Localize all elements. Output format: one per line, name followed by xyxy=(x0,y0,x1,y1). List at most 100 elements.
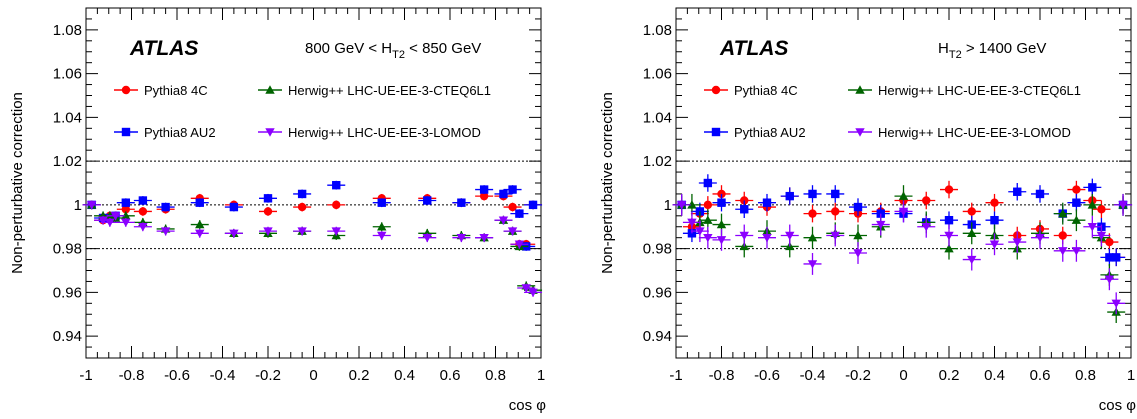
right-series-3-point xyxy=(898,207,909,217)
right-series-2-point xyxy=(967,228,977,238)
left-y-tick-label: 1.02 xyxy=(53,153,82,170)
right-x-tick-label: -0.4 xyxy=(800,367,826,384)
left-series-3-point xyxy=(160,227,171,236)
right-series-3-point xyxy=(1118,201,1128,210)
left-series-3-point xyxy=(98,216,108,225)
right-series-1-point xyxy=(1013,187,1022,196)
right-chart-panel: Non-perturbative correction cos φ ATLAS … xyxy=(599,7,1137,414)
left-legend: Pythia8 4C Pythia8 AU2 Herwig++ LHC-UE-EE-… xyxy=(114,83,491,140)
left-legend-marker-1 xyxy=(121,127,131,137)
left-chart-panel: Non-perturbative correction cos φ ATLAS … xyxy=(9,7,546,414)
right-series-3-point xyxy=(967,255,977,265)
right-legend-marker-3 xyxy=(855,128,865,137)
right-series-3-point xyxy=(1111,299,1121,309)
left-series-1-point xyxy=(121,198,131,207)
right-y-tick-label: 1.08 xyxy=(643,22,672,39)
left-atlas-label: ATLAS xyxy=(129,37,198,60)
left-series-0-point xyxy=(508,202,517,212)
right-x-tick-label: 0.8 xyxy=(1075,367,1096,384)
left-legend-marker-3 xyxy=(265,128,275,137)
left-series-1-point xyxy=(195,198,204,207)
right-y-ticks: 0.94 0.96 0.98 1 1.02 1.04 1.06 1.08 xyxy=(643,7,1131,359)
left-legend-marker-0 xyxy=(121,85,131,95)
left-series-3-point xyxy=(514,240,525,249)
right-series-3-point xyxy=(1071,247,1082,256)
left-x-tick-label: -0.2 xyxy=(255,367,281,384)
left-series-2-point xyxy=(377,222,387,231)
left-legend-label-2: Herwig++ LHC-UE-EE-3-CTEQ6L1 xyxy=(288,83,491,98)
right-plot-frame xyxy=(675,7,1132,359)
right-x-ticks: -1 -0.8 -0.6 -0.4 -0.2 0 0.2 0.4 0.6 0.8 1 xyxy=(669,8,1135,384)
right-series-3-point xyxy=(853,249,863,258)
left-y-tick-label: 1 xyxy=(74,197,82,214)
left-series-0-point xyxy=(479,191,489,201)
left-y-tick-label: 1.04 xyxy=(53,109,82,126)
left-series-0-point xyxy=(138,207,148,216)
right-y-axis-label: Non-perturbative correction xyxy=(599,92,616,274)
left-y-ticks: 0.94 0.96 0.98 1 1.02 1.04 1.06 1.08 xyxy=(53,7,541,359)
right-legend-marker-1 xyxy=(711,127,721,137)
left-x-ticks: -1 -0.8 -0.6 -0.4 -0.2 0 0.2 0.4 0.6 0.8 1 xyxy=(79,8,545,384)
right-data-marks xyxy=(672,174,1133,323)
right-x-tick-label: -0.8 xyxy=(709,367,735,384)
right-series-1-point xyxy=(1088,183,1097,192)
right-series-2-point xyxy=(687,200,697,209)
left-series-3-point xyxy=(422,233,432,243)
right-series-2-point xyxy=(898,191,909,200)
left-y-axis-label: Non-perturbative correction xyxy=(9,92,26,274)
right-series-3-point xyxy=(921,223,931,232)
right-kinematic-cut-label: HT2 > 1400 GeV xyxy=(938,40,1046,61)
left-series-0-point xyxy=(297,202,307,212)
right-series-2-point xyxy=(716,219,727,229)
left-series-1-point xyxy=(297,189,307,199)
left-series-3-point xyxy=(105,218,115,228)
left-legend-label-3: Herwig++ LHC-UE-EE-3-LOMOD xyxy=(288,125,481,140)
right-series-0-point xyxy=(922,196,931,205)
left-series-1-point xyxy=(332,180,341,190)
left-series-3-point xyxy=(479,233,489,243)
right-series-1-point xyxy=(762,198,772,207)
left-x-tick-label: -0.6 xyxy=(164,367,190,384)
left-series-3-point xyxy=(86,201,97,210)
right-series-3-point xyxy=(1104,275,1115,284)
right-legend: Pythia8 4C Pythia8 AU2 Herwig++ LHC-UE-EE-… xyxy=(704,83,1081,140)
left-legend-marker-2 xyxy=(265,85,275,94)
right-series-3-point xyxy=(1096,231,1107,241)
right-series-3-point xyxy=(676,201,687,210)
right-series-2-point xyxy=(853,230,863,240)
left-series-3-point xyxy=(331,227,341,236)
right-y-tick-label: 0.94 xyxy=(643,328,672,345)
right-series-1-point xyxy=(990,215,999,225)
left-series-3-point xyxy=(263,227,273,236)
right-series-1-point xyxy=(1112,253,1121,262)
right-series-0-point xyxy=(831,207,840,216)
left-series-2-point xyxy=(121,211,131,220)
left-series-3-point xyxy=(456,233,467,243)
right-y-tick-label: 1.06 xyxy=(643,66,672,83)
left-legend-label-1: Pythia8 AU2 xyxy=(144,125,216,140)
right-series-2-point xyxy=(1087,200,1098,209)
right-series-3-point xyxy=(716,236,727,245)
right-series-1-point xyxy=(1035,189,1045,199)
right-x-tick-label: 0 xyxy=(899,367,907,384)
right-series-0-point xyxy=(1072,185,1081,194)
right-y-tick-label: 0.98 xyxy=(643,241,672,258)
left-kinematic-cut-label: 800 GeV < HT2 < 850 GeV xyxy=(305,40,481,61)
left-series-3-point xyxy=(138,223,148,232)
left-series-1-point xyxy=(499,189,508,199)
left-series-2-point xyxy=(195,219,205,229)
left-x-tick-label: 0.2 xyxy=(349,367,370,384)
left-legend-label-0: Pythia8 4C xyxy=(144,83,208,98)
left-series-1-point xyxy=(161,202,170,212)
right-series-3-point xyxy=(703,233,713,243)
left-y-tick-label: 0.94 xyxy=(53,328,82,345)
right-x-axis-label: cos φ xyxy=(1099,397,1137,414)
right-x-tick-label: 0.4 xyxy=(984,367,1005,384)
right-series-3-point xyxy=(1058,247,1068,256)
left-plot-frame xyxy=(85,7,542,359)
right-series-0-point xyxy=(808,209,817,218)
right-series-0-point xyxy=(990,198,999,207)
right-y-tick-label: 1.04 xyxy=(643,109,672,126)
right-series-3-point xyxy=(1012,238,1022,247)
right-series-1-point xyxy=(944,215,954,225)
